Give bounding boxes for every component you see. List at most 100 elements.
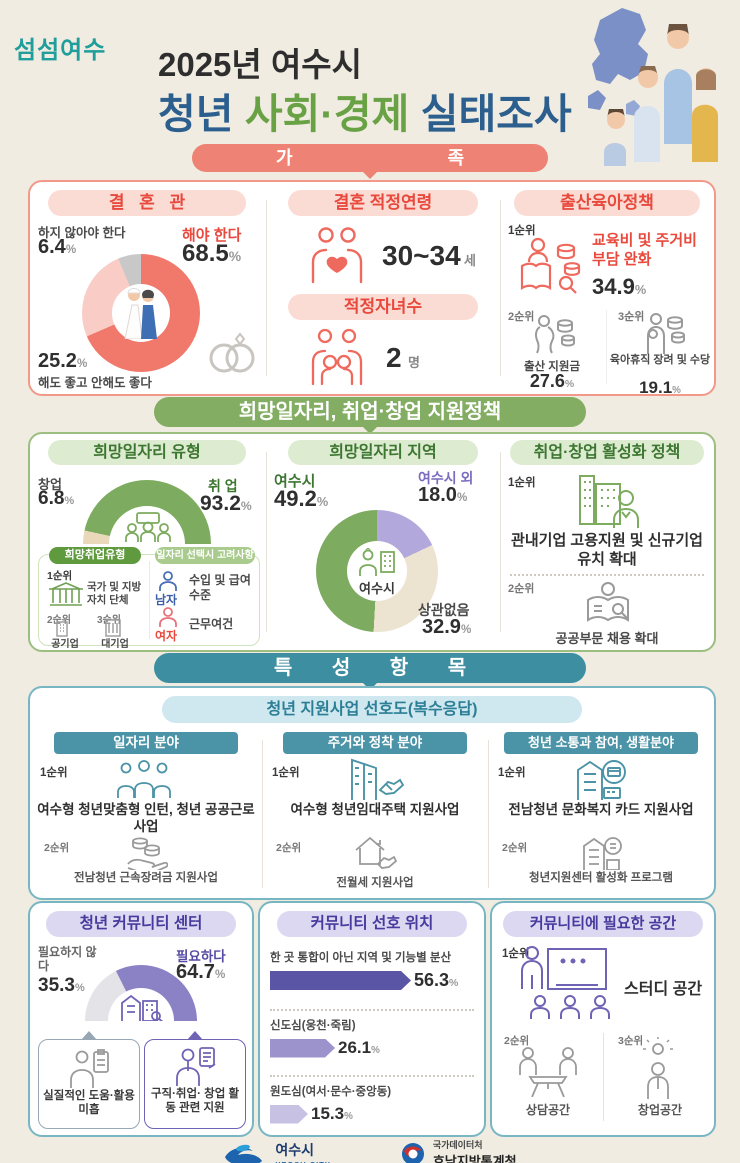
center-yes-label: 필요하다 [176, 949, 226, 964]
bar [270, 1039, 335, 1058]
rank-label: 1순위 [502, 948, 530, 960]
rank-label: 2순위 [276, 842, 302, 854]
location-bar3-label: 원도심(여서·문수·중앙동) [270, 1086, 392, 1098]
startup-label: 창업 [38, 477, 62, 492]
startup-value: 6.8% [38, 488, 75, 509]
percent-sign: % [460, 623, 472, 636]
book-magnifier-icon [587, 582, 629, 622]
couple-heart-icon [311, 227, 363, 284]
location-bar3-value: 15.3% [311, 1104, 353, 1123]
house-handshake-icon [355, 836, 398, 869]
sumsum-yeosu-logo: 섬섬여수 [14, 30, 106, 65]
percent-sign: % [564, 379, 575, 390]
yeosu-city-logo-block: 여수시 YEOSU CITY [223, 1140, 330, 1163]
percent-sign: % [449, 978, 459, 989]
government-building-icon [49, 582, 83, 606]
location-title: 커뮤니티 선호 위치 [277, 911, 467, 937]
activation-policy-panel: 취업·창업 활성화 정책 1순위 관내기업 고용지원 및 신규기업 유치 확대 … [500, 434, 714, 650]
counseling-space-icon [519, 1047, 577, 1097]
divider [149, 561, 150, 639]
percent-sign: % [65, 243, 77, 256]
community-center-title: 청년 커뮤니티 센터 [46, 911, 236, 937]
percent-sign: % [634, 282, 647, 297]
childcare-rank2-text: 출산 지원금 [523, 361, 581, 373]
marriage-view-donut-chart [82, 254, 200, 372]
person-clipboard-icon [70, 1049, 109, 1088]
yeosu-city-logo-icon [225, 1144, 263, 1163]
section-banner-family: 가 족 [192, 144, 548, 172]
children-unit: 명 [408, 355, 420, 370]
location-bar1-value: 56.3% [414, 970, 459, 990]
location-bar2-value: 26.1% [338, 1038, 380, 1057]
startup-space-icon [643, 1037, 673, 1099]
dotted-divider [270, 1009, 474, 1011]
job-region-title: 희망일자리 지역 [288, 440, 478, 465]
pregnant-woman-coins-icon [535, 315, 575, 354]
job-type-panel: 희망일자리 유형 창업 6.8% 취 업 93.2% 희망취업유형 1순위 [30, 434, 266, 650]
space-title: 커뮤니티에 필요한 공간 [503, 911, 703, 937]
location-bar-group-2: 신도심(웅천·죽림) 26.1% [270, 1017, 474, 1058]
preference-col2-rank2-text: 전월세 지원사업 [336, 877, 414, 889]
preference-col1-rank1-text: 여수형 청년맞춤형 인턴, 청년 공공근로사업 [37, 802, 255, 834]
wedding-rings-icon [209, 332, 255, 373]
center-no-reason-box: 실질적인 도움·활용 미흡 [38, 1031, 140, 1129]
marriage-age-value: 30~34 [382, 240, 461, 271]
preference-col2-rank1-text: 여수형 청년임대주택 지원사업 [290, 802, 460, 817]
center-yes-reason-box: 구직·취업· 창업 활동 관련 지원 [144, 1031, 246, 1129]
marriage-no-label: 하지 않아야 한다 [38, 226, 126, 240]
marriage-no-value: 6.4% [38, 236, 77, 258]
family-icon [311, 328, 363, 386]
bar [270, 1105, 308, 1124]
location-bar2-label: 신도심(웅천·죽림) [270, 1020, 356, 1032]
childcare-rank2-value: 27.6% [529, 371, 575, 391]
percent-sign: % [214, 968, 226, 981]
percent-sign: % [228, 248, 242, 264]
community-center-gauge-chart [85, 965, 197, 1021]
divider [500, 200, 501, 376]
footer-city-name: 여수시 [275, 1141, 315, 1158]
rank-label: 1순위 [40, 767, 68, 779]
rank-label: 2순위 [508, 311, 535, 323]
children-value: 2 [386, 342, 402, 373]
footer-city-name-en: YEOSU CITY [275, 1160, 330, 1163]
community-center-card: 청년 커뮤니티 센터 필요하지 않다 35.3% 필요하다 64.7% 실 [28, 901, 254, 1137]
children-title: 적정자녀수 [288, 294, 478, 320]
section-banner-special: 특 성 항 목 [154, 653, 586, 683]
rank-label: 1순위 [47, 570, 73, 582]
logo-text: 섬섬여수 [14, 37, 107, 64]
marriage-yes-value: 68.5% [182, 240, 242, 267]
percent-sign: % [344, 1111, 353, 1122]
divider [266, 200, 267, 376]
bar [270, 971, 411, 990]
workers-group-icon [125, 512, 171, 542]
yeosu-map-and-people-illustration [588, 8, 718, 166]
divider [262, 740, 263, 888]
parent-baby-coins-icon [647, 313, 685, 354]
coins-hand-icon [127, 837, 168, 870]
family-card: 결 혼 관 하지 않아야 한다 6.4% 해야 한다 68.5% 25.2% 해… [28, 180, 716, 397]
space-rank2-text: 상담공간 [525, 1103, 571, 1117]
rank-label: 1순위 [508, 225, 536, 237]
divider [488, 740, 489, 888]
box-pointer [187, 1031, 203, 1040]
childcare-rank3-text: 육아휴직 장려 및 수당 [609, 354, 711, 366]
activation-rank1-text: 관내기업 고용지원 및 신규기업 유치 확대 [511, 532, 703, 568]
family-banner-pointer [359, 168, 381, 179]
large-company-icon [105, 619, 121, 637]
footer: 여수시 YEOSU CITY 국가데이터처 호남지방통계청 [0, 1138, 740, 1163]
activation-rank2-text: 공공부문 채용 확대 [555, 631, 659, 646]
percent-sign: % [672, 385, 681, 396]
preference-col1-header: 일자리 분야 [54, 732, 238, 754]
special-banner-pointer [359, 679, 381, 690]
percent-sign: % [371, 1045, 380, 1056]
job-type-gauge-chart [83, 480, 211, 544]
location-bar-group-1: 한 곳 통합이 아닌 지역 및 기능별 분산 56.3% [270, 949, 474, 991]
rank-label: 3순위 [618, 1035, 644, 1047]
preference-life-panel: 청년 소통과 참여, 생활분야 1순위 전남청년 문화복지 카드 지원사업 2순… [488, 732, 714, 894]
preference-col2-header: 주거와 정착 분야 [283, 732, 467, 754]
rank-label: 2순위 [508, 583, 535, 595]
center-no-label: 필요하지 않다 [38, 945, 97, 974]
preference-jobs-panel: 일자리 분야 1순위 여수형 청년맞춤형 인턴, 청년 공공근로사업 2순위 전… [30, 732, 262, 894]
title-part-survey: 실태조사 [420, 91, 572, 137]
statistics-korea-logo-icon [401, 1143, 424, 1163]
